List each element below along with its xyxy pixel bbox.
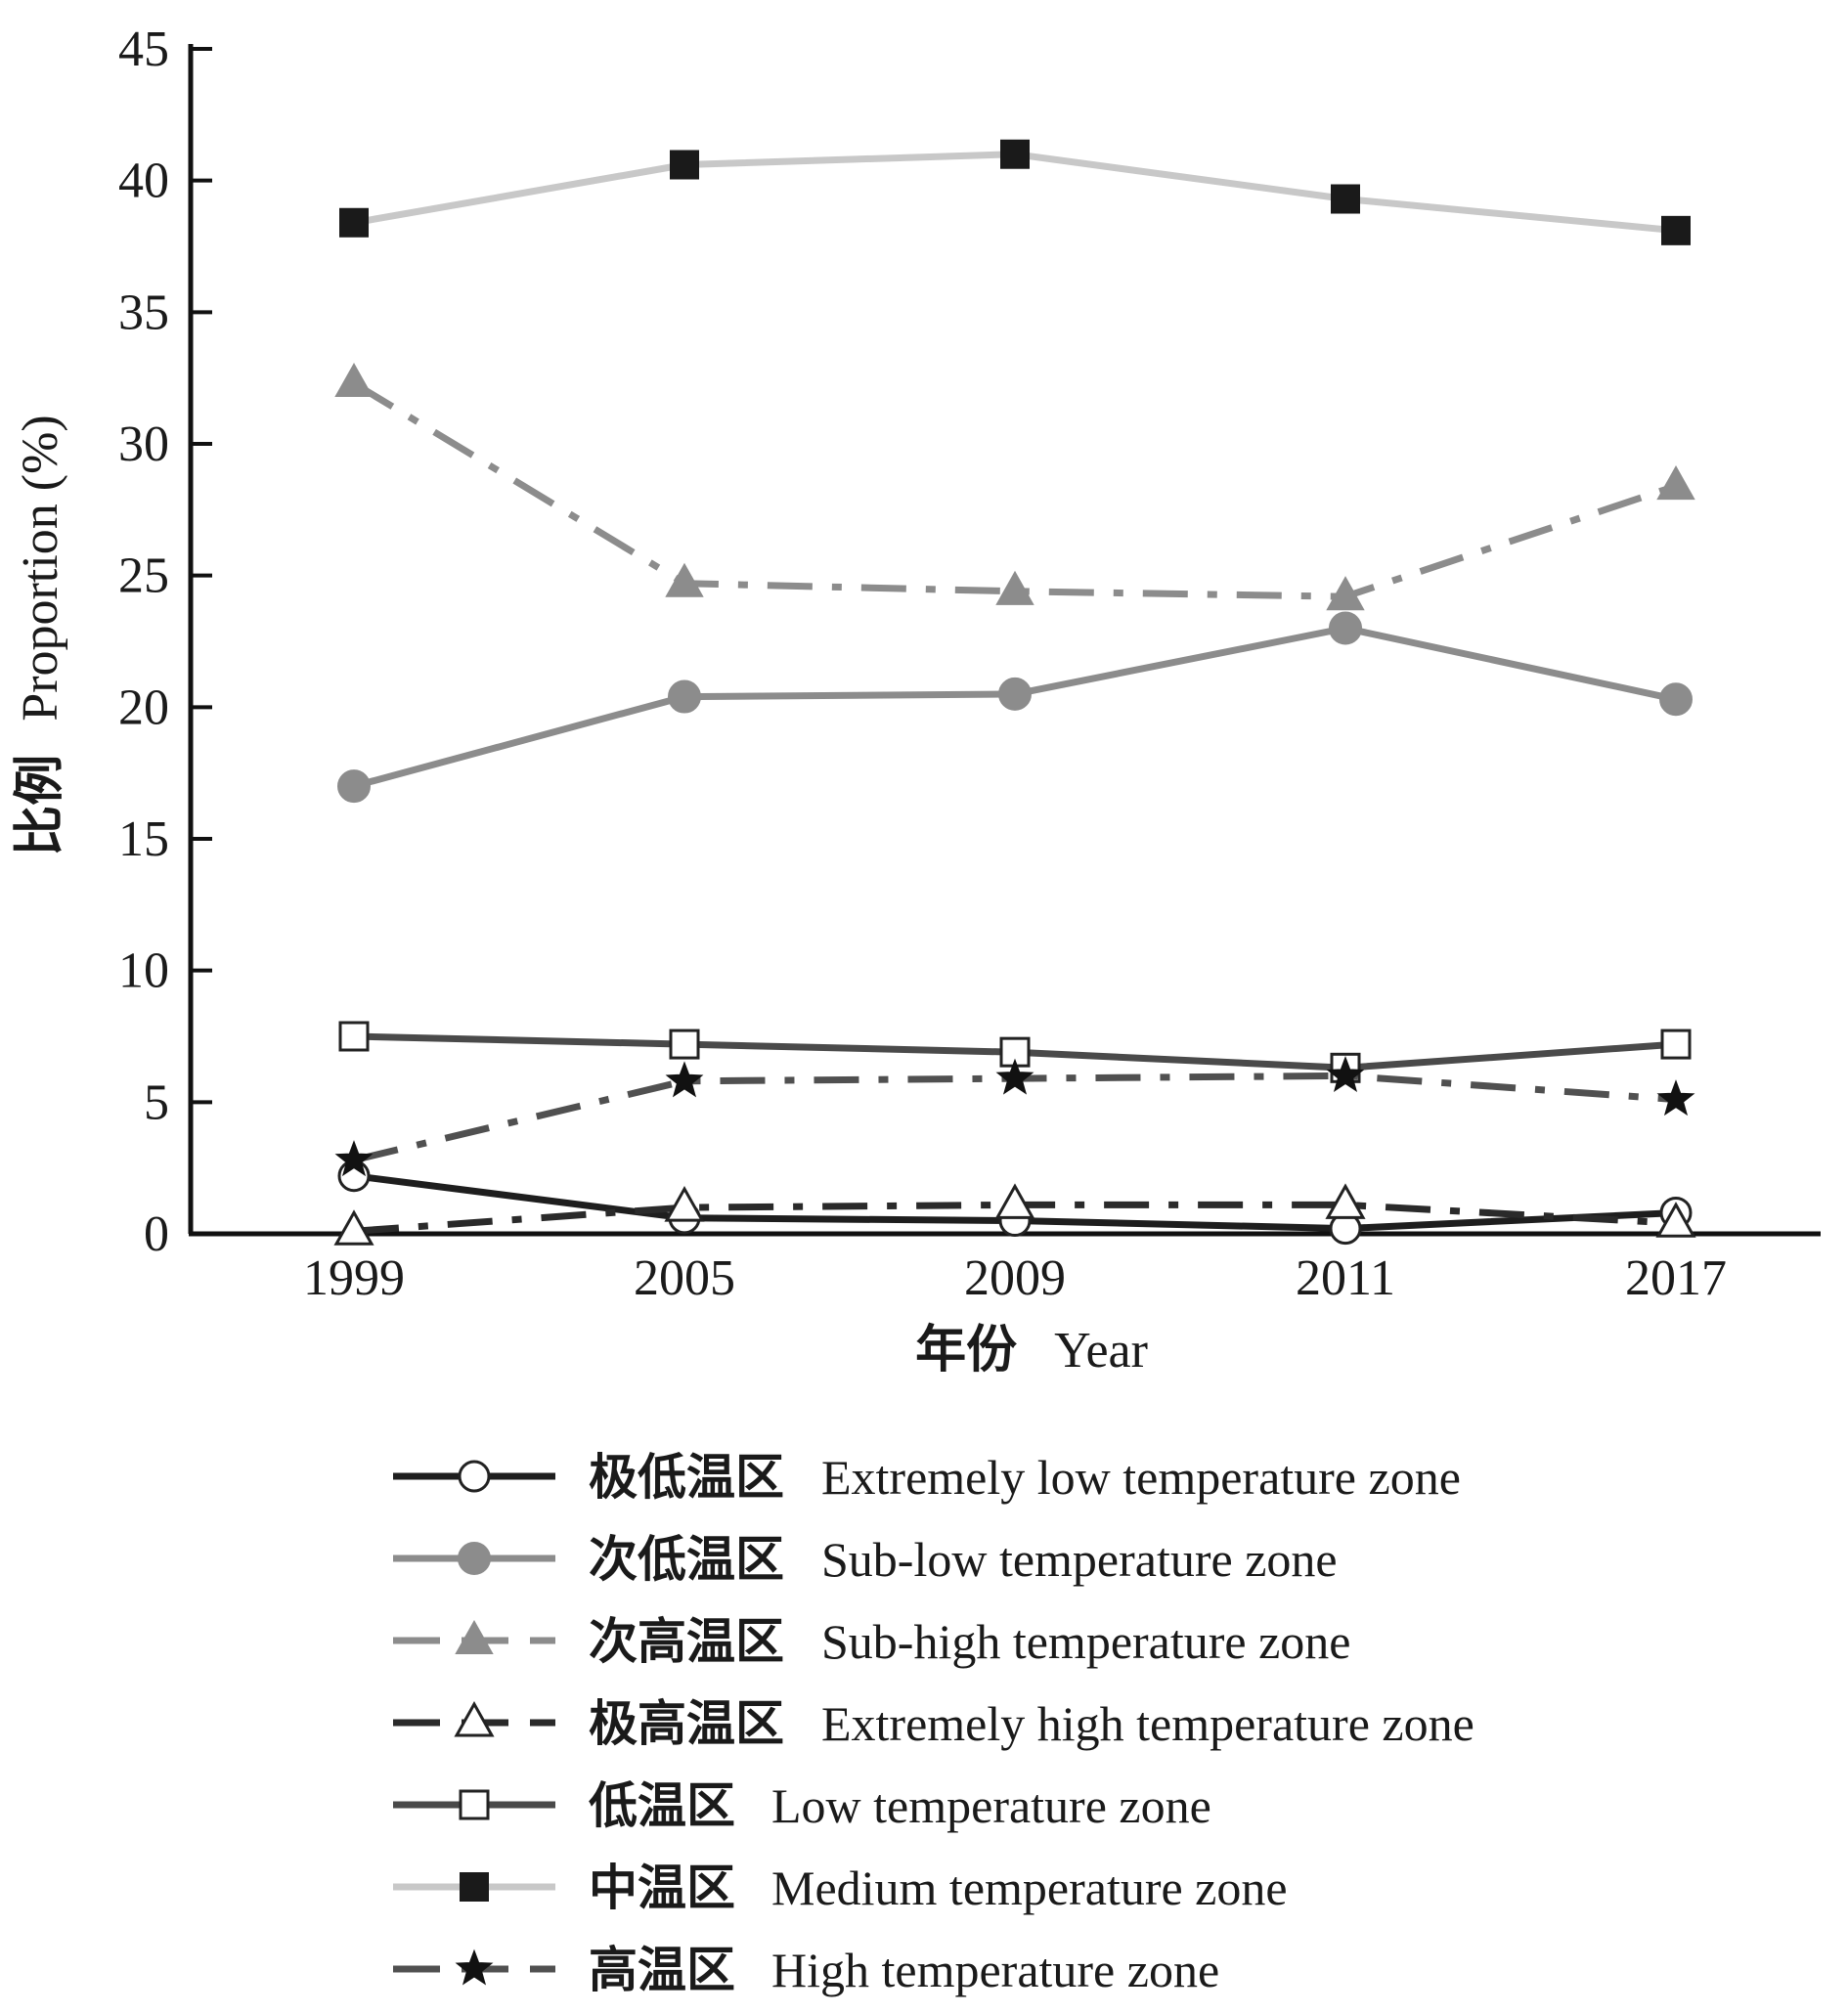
data-point	[1331, 184, 1360, 214]
legend-item: 次低温区 Sub-low temperature zone	[393, 1531, 1338, 1588]
legend: 极低温区 Extremely low temperature zone 次低温区 Su…	[393, 1449, 1474, 1998]
legend-item: 高温区 High temperature zone	[393, 1942, 1219, 1998]
y-tick-label: 15	[118, 811, 169, 867]
data-point	[1656, 1079, 1695, 1116]
x-tick-label: 2005	[634, 1250, 735, 1306]
legend-label-en: Medium temperature zone	[771, 1861, 1288, 1915]
y-tick-label: 40	[118, 153, 169, 209]
data-point	[1660, 1029, 1692, 1060]
data-point	[1659, 682, 1693, 717]
legend-label-cn: 极高温区	[589, 1695, 784, 1752]
legend-label-cn: 低温区	[589, 1777, 735, 1834]
y-axis-title-cn: 比例	[11, 755, 69, 856]
legend-label-cn: 高温区	[589, 1942, 735, 1998]
data-point	[668, 679, 701, 714]
data-point	[664, 1186, 705, 1222]
legend-marker	[458, 1460, 491, 1493]
data-point	[669, 1029, 700, 1060]
legend-marker	[458, 1542, 491, 1575]
y-tick-label: 35	[118, 285, 169, 340]
data-point	[334, 1140, 374, 1177]
legend-marker	[455, 1619, 494, 1654]
data-point	[665, 562, 704, 597]
legend-item: 极高温区 Extremely high temperature zone	[393, 1695, 1474, 1752]
legend-marker	[459, 1789, 490, 1820]
series-3	[334, 363, 1695, 611]
x-axis-title: 年份 Year	[915, 1321, 1148, 1379]
y-tick-label: 10	[118, 943, 169, 999]
y-tick-label: 0	[144, 1206, 169, 1262]
legend-label-cn: 极低温区	[589, 1449, 784, 1506]
series-2	[337, 611, 1693, 804]
axes: 0 5 10 15 20 25 30 35 40 45 1999 2005 2009 2011 2017	[118, 22, 1821, 1306]
data-point	[995, 570, 1034, 605]
series-5	[338, 1021, 1692, 1083]
data-point	[998, 677, 1032, 711]
legend-marker	[455, 1948, 494, 1986]
svg-text:比例Proportion (%): 比例 Proportion (%)	[11, 415, 69, 855]
x-tick-label: 2009	[964, 1250, 1066, 1306]
y-tick-label: 45	[118, 22, 169, 77]
data-point	[333, 1209, 374, 1246]
legend-label-en: Extremely high temperature zone	[821, 1696, 1474, 1751]
legend-item: 中温区 Medium temperature zone	[393, 1860, 1288, 1916]
series-7	[334, 1055, 1695, 1177]
data-point	[1661, 215, 1691, 245]
data-point	[670, 150, 699, 180]
data-point	[1000, 139, 1030, 169]
series-6	[339, 139, 1691, 245]
x-tick-label: 2011	[1296, 1250, 1395, 1306]
data-point	[334, 363, 374, 398]
data-point	[339, 207, 369, 238]
y-tick-label: 5	[144, 1074, 169, 1130]
y-tick-label: 25	[118, 548, 169, 604]
legend-item: 极低温区 Extremely low temperature zone	[393, 1449, 1461, 1506]
legend-label-en: Sub-low temperature zone	[821, 1532, 1338, 1587]
x-axis-title-en: Year	[1054, 1323, 1148, 1379]
data-point	[1326, 1055, 1365, 1092]
data-point	[995, 1058, 1034, 1095]
legend-marker	[454, 1700, 495, 1737]
x-tick-label: 1999	[303, 1250, 405, 1306]
legend-label-cn: 中温区	[589, 1860, 735, 1916]
data-point	[1656, 465, 1695, 501]
legend-label-en: Low temperature zone	[771, 1778, 1211, 1833]
legend-label-cn: 次低温区	[589, 1531, 784, 1588]
data-point	[994, 1183, 1035, 1219]
y-axis-title: 比例 Proportion (%)	[11, 415, 69, 855]
legend-label-en: Extremely low temperature zone	[821, 1450, 1461, 1505]
data-point	[1655, 1202, 1696, 1238]
legend-item: 低温区 Low temperature zone	[393, 1777, 1211, 1834]
series-4	[333, 1183, 1696, 1246]
data-point	[338, 1021, 370, 1052]
y-axis-title-en: Proportion (%)	[13, 415, 68, 721]
legend-label-en: Sub-high temperature zone	[821, 1614, 1350, 1669]
data-point	[1325, 1183, 1366, 1219]
legend-marker	[460, 1872, 489, 1902]
x-axis-title-cn: 年份	[915, 1321, 1017, 1379]
data-point	[1329, 611, 1362, 645]
series-line	[353, 1072, 1677, 1164]
data-point	[337, 769, 371, 804]
series-line	[352, 380, 1678, 600]
legend-item: 次高温区 Sub-high temperature zone	[393, 1613, 1350, 1670]
data-point	[665, 1061, 704, 1098]
y-tick-label: 20	[118, 679, 169, 735]
legend-label-cn: 次高温区	[589, 1613, 784, 1670]
legend-label-en: High temperature zone	[771, 1943, 1219, 1997]
data-point	[1326, 576, 1365, 611]
x-tick-label: 2017	[1625, 1250, 1727, 1306]
y-tick-label: 30	[118, 416, 169, 472]
series-layer	[333, 139, 1696, 1246]
